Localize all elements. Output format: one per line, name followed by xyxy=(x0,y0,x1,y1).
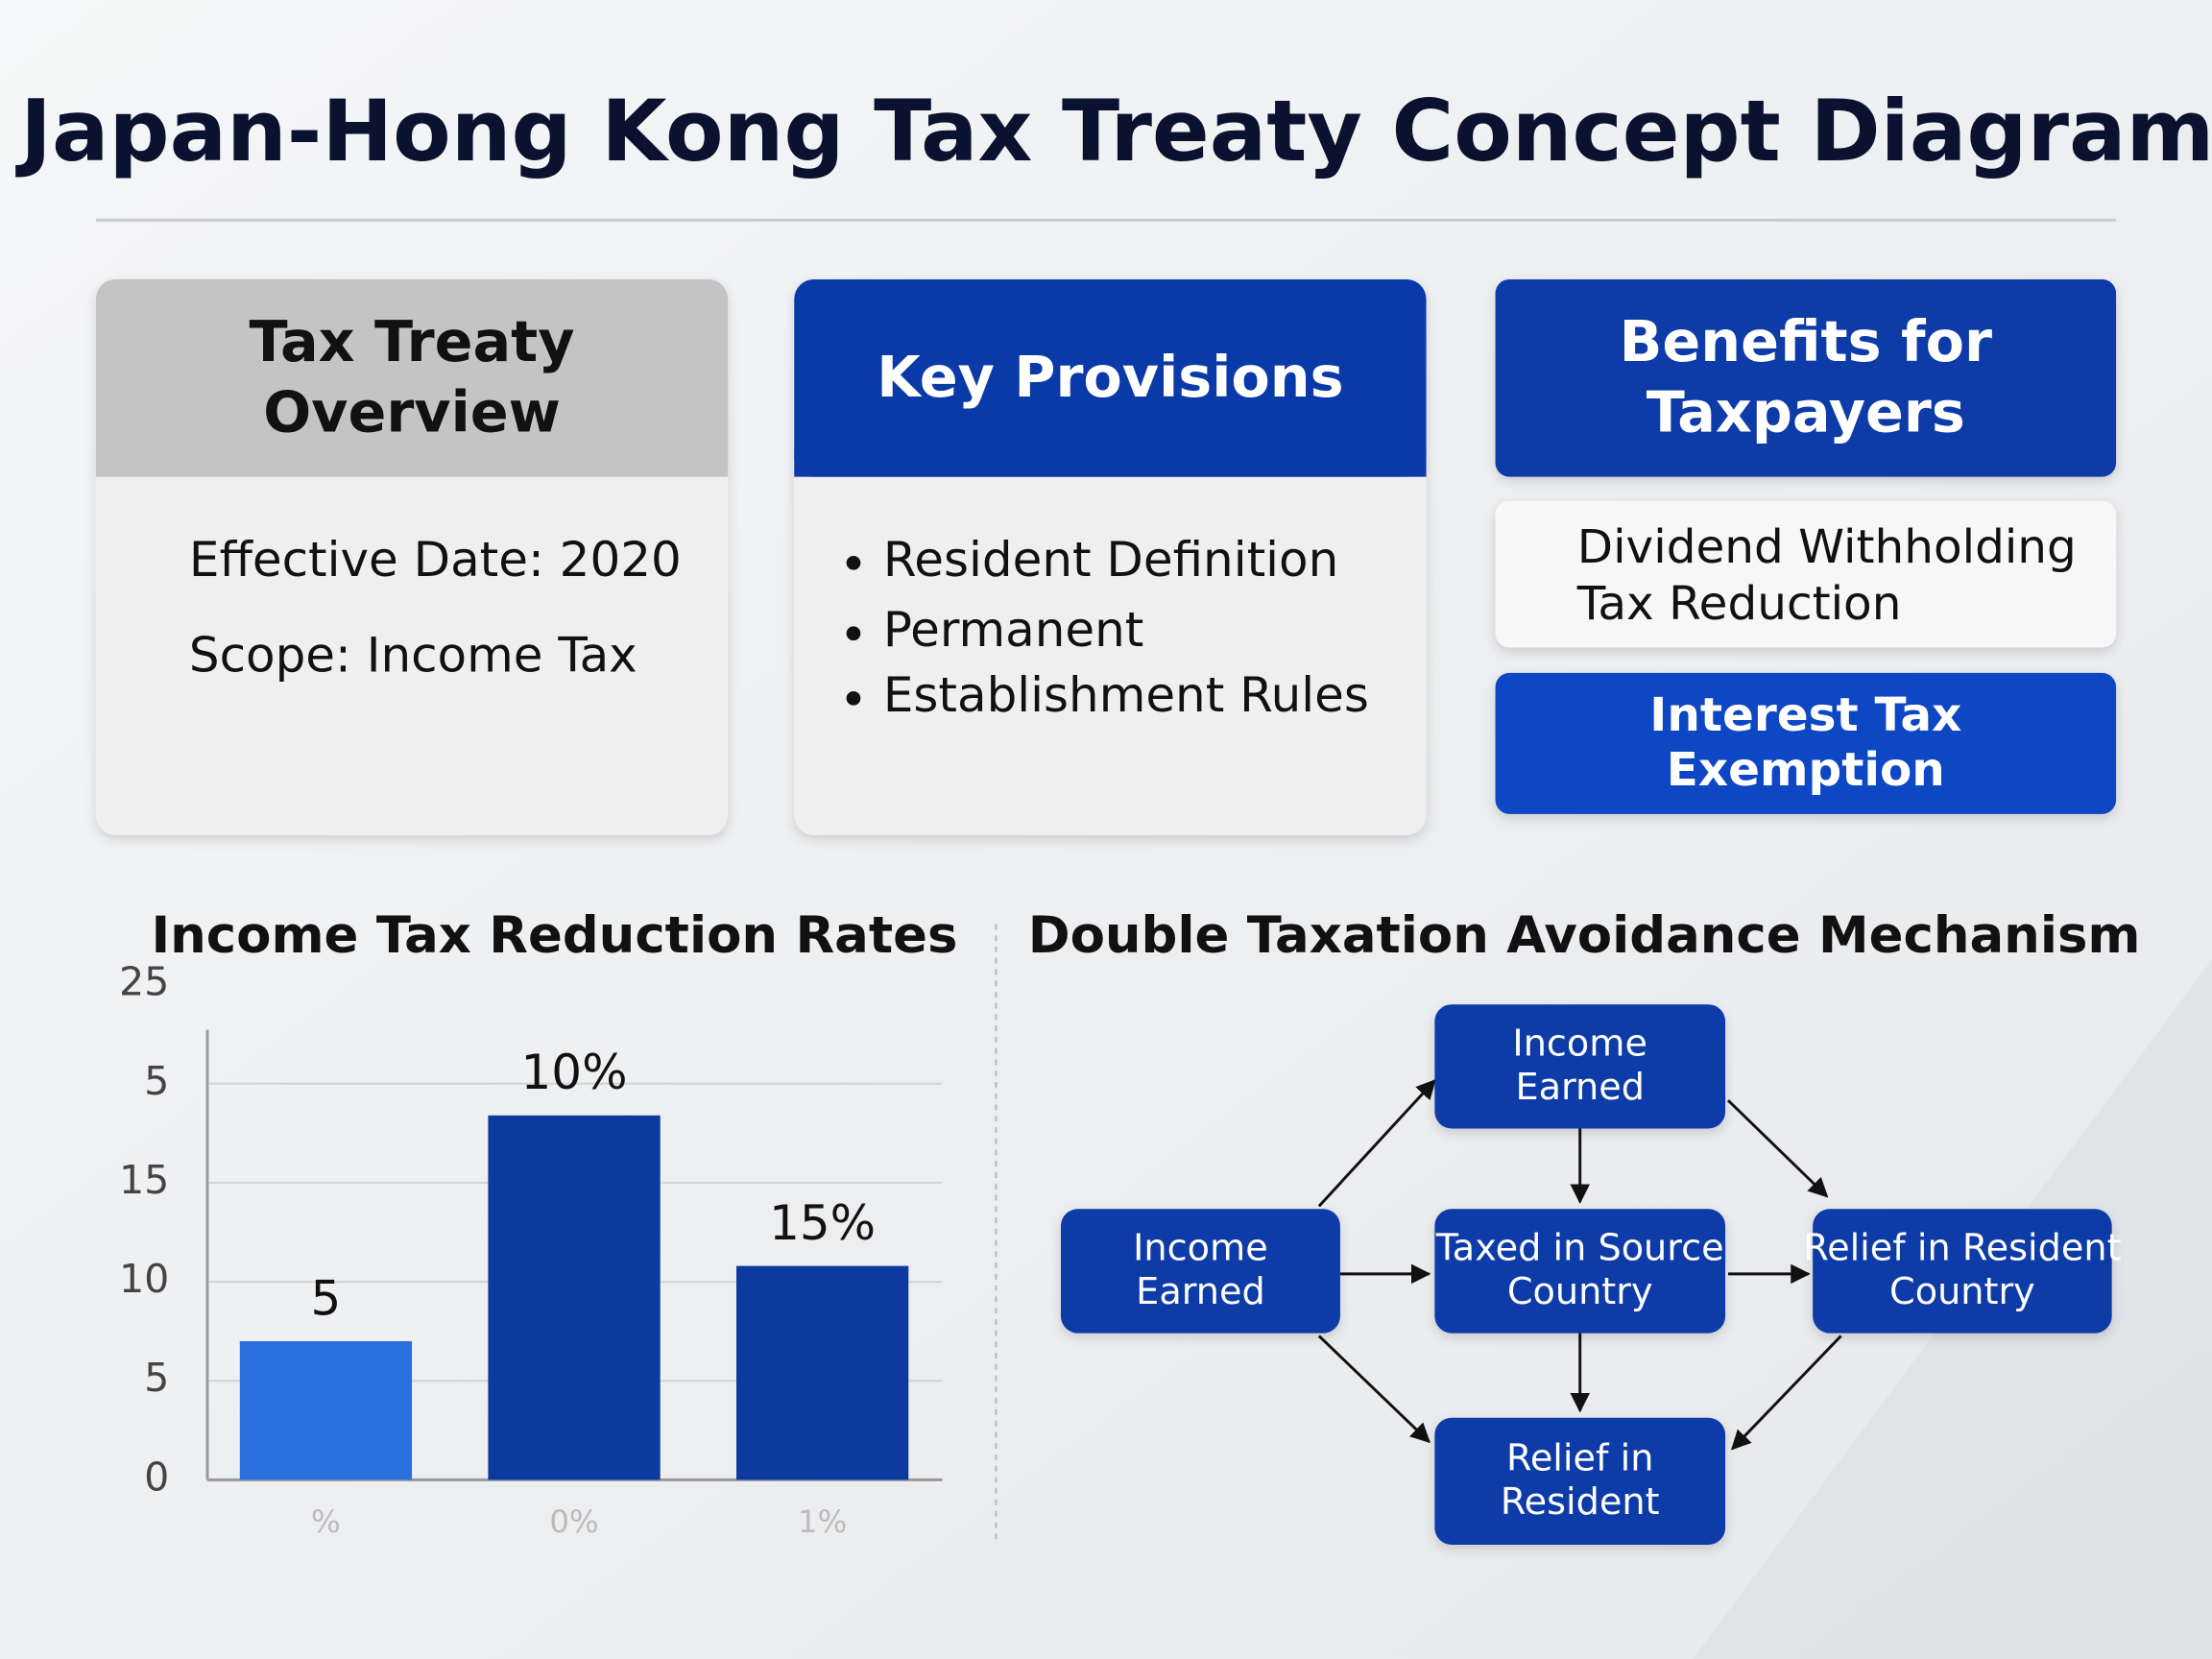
x-tick-label: 1% xyxy=(798,1503,847,1540)
card-heading: Key Provisions xyxy=(877,344,1343,410)
card-heading: Overview xyxy=(263,379,561,445)
x-tick-label: % xyxy=(311,1503,341,1540)
arrow xyxy=(1317,1334,1431,1444)
overview-item: Effective Date: 2020 xyxy=(189,532,682,588)
y-tick-label: 15 xyxy=(119,1157,169,1203)
node-label: Country xyxy=(1507,1271,1653,1313)
node xyxy=(1813,1209,2112,1334)
node xyxy=(1434,1417,1726,1545)
y-tick-label: 5 xyxy=(144,1355,169,1401)
bar xyxy=(239,1340,413,1480)
node-label: Country xyxy=(1889,1271,2035,1313)
diagram-title: Double Taxation Avoidance Mechanism xyxy=(1028,906,2141,965)
node-label: Income xyxy=(1133,1227,1268,1269)
provision-item: Resident Definition xyxy=(883,532,1338,588)
benefit-item: Exemption xyxy=(1667,743,1945,797)
node-label: Earned xyxy=(1515,1067,1644,1109)
card-heading: Taxpayers xyxy=(1647,379,1965,445)
node-label: Relief in Resident xyxy=(1803,1227,2121,1269)
card-header-base xyxy=(95,448,729,477)
card-header xyxy=(794,278,1427,477)
y-tick-label: 10 xyxy=(119,1256,169,1302)
node-label: Relief in xyxy=(1506,1437,1653,1479)
benefit-item: Interest Tax xyxy=(1649,688,1961,742)
card-header xyxy=(1495,278,2117,477)
node xyxy=(1434,1004,1726,1129)
card-heading: Tax Treaty xyxy=(250,308,575,374)
bar-annotation: 5 xyxy=(311,1270,342,1326)
x-tick-label: 0% xyxy=(549,1503,598,1540)
bar-annotation: 15% xyxy=(769,1195,876,1251)
benefit-item: Tax Reduction xyxy=(1576,577,1902,631)
bullet xyxy=(846,691,861,706)
node xyxy=(1060,1209,1340,1334)
page-title: Japan-Hong Kong Tax Treaty Concept Diagr… xyxy=(15,82,2212,180)
bar xyxy=(736,1265,909,1480)
provision-item: Permanent xyxy=(883,602,1144,658)
node-label: Earned xyxy=(1136,1271,1265,1313)
y-tick-label: 0 xyxy=(144,1454,169,1500)
card-header-base xyxy=(794,448,1427,477)
bar xyxy=(488,1115,661,1480)
card-heading: Benefits for xyxy=(1620,308,1992,374)
bar-annotation: 10% xyxy=(521,1045,628,1100)
arrow xyxy=(1317,1079,1436,1208)
y-tick-label: 25 xyxy=(119,959,169,1005)
arrow xyxy=(1730,1334,1842,1451)
node xyxy=(1434,1209,1726,1334)
bullet xyxy=(846,626,861,641)
content: Japan-Hong Kong Tax Treaty Concept Diagr… xyxy=(15,82,2212,1545)
provision-item: Establishment Rules xyxy=(883,667,1369,723)
bullet xyxy=(846,555,861,570)
benefit-box xyxy=(1495,500,2117,648)
arrow xyxy=(1726,1099,1829,1198)
node-label: Taxed in Source xyxy=(1435,1227,1724,1269)
overview-item: Scope: Income Tax xyxy=(189,628,637,684)
chart-title: Income Tax Reduction Rates xyxy=(151,906,957,965)
node-label: Resident xyxy=(1501,1481,1660,1524)
card-header xyxy=(95,278,729,477)
y-tick-label: 5 xyxy=(144,1058,169,1104)
benefit-item: Dividend Withholding xyxy=(1577,520,2077,574)
node-label: Income xyxy=(1512,1022,1647,1065)
benefit-box xyxy=(1495,672,2117,814)
